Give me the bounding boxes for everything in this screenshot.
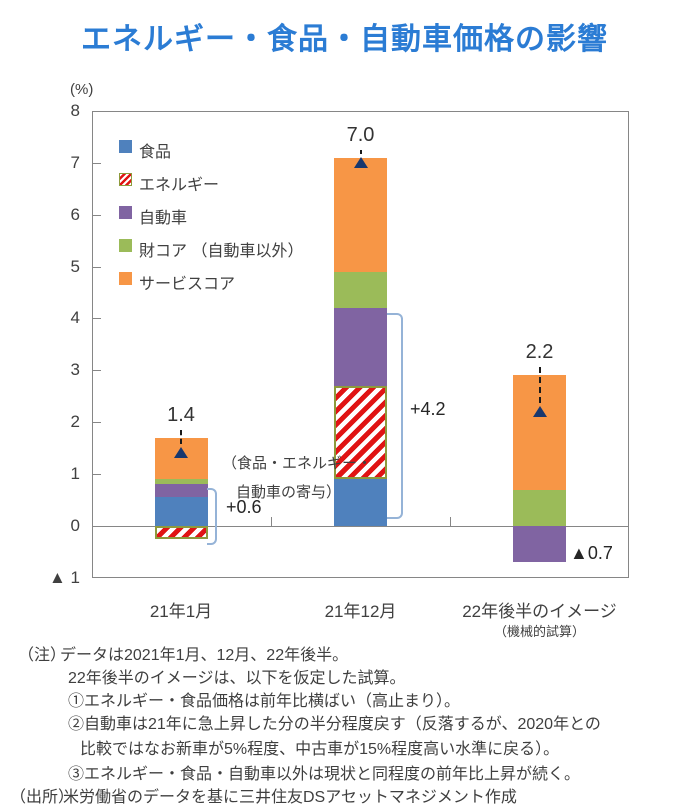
x-axis-label: 22年後半のイメージ <box>462 602 617 621</box>
bar-segment-goods_core <box>154 479 208 485</box>
y-axis-tick <box>92 474 101 476</box>
total-marker-triangle-icon <box>353 156 368 168</box>
note-line: 22年後半のイメージは、以下を仮定した試算。 <box>68 670 406 687</box>
total-marker-triangle-icon <box>532 405 547 417</box>
legend-item: 財コア （自動車以外） <box>119 237 349 260</box>
bar-segment-food <box>334 479 387 526</box>
y-axis-tick <box>92 266 101 268</box>
zero-gridline <box>92 526 629 527</box>
annotation-contribution-line1: （食品・エネルギー・ <box>222 455 373 472</box>
legend-item: 自動車 <box>119 204 349 227</box>
bar-segment-auto <box>154 484 208 498</box>
legend-swatch-auto <box>119 206 132 219</box>
y-axis-tick <box>92 162 101 164</box>
total-value-label: 7.0 <box>346 123 375 146</box>
legend-item: 食品 <box>119 138 349 161</box>
y-axis-tick-label: 0 <box>70 516 80 535</box>
total-value-label: 2.2 <box>525 341 554 364</box>
y-axis-tick-label: 1 <box>70 464 80 484</box>
y-axis-tick <box>92 214 101 216</box>
y-axis-tick-label: 3 <box>70 360 80 380</box>
y-axis-tick <box>92 422 101 424</box>
note-line: ①エネルギー・食品価格は前年比横ばい（高止まり）。 <box>68 693 461 710</box>
y-axis-tick-label: 7 <box>70 152 80 172</box>
y-axis-tick-label: 6 <box>70 204 80 224</box>
bar-segment-energy <box>334 385 387 480</box>
x-axis-label: 21年12月 <box>324 602 397 621</box>
legend-label: 財コア （自動車以外） <box>139 243 304 260</box>
note-label: （注） <box>18 647 67 664</box>
legend-label: エネルギー <box>139 177 220 194</box>
bar-segment-goods_core <box>513 489 566 526</box>
contribution-bracket-bar1 <box>207 488 217 545</box>
note-line: 比較ではなお新車が5%程度、中古車が15%程度高い水準に戻る）。 <box>80 741 560 758</box>
x-axis-tick <box>271 517 272 526</box>
legend-swatch-services_core <box>119 272 132 285</box>
total-value-label: 1.4 <box>167 403 195 426</box>
total-marker-triangle-icon <box>174 447 188 459</box>
y-axis-tick-label: 4 <box>70 308 80 328</box>
chart-title: エネルギー・食品・自動車価格の影響 <box>81 23 608 56</box>
x-axis-sublabel: （機械的試算） <box>493 624 586 639</box>
bar-segment-goods_core <box>334 271 387 309</box>
y-axis-tick-label: 8 <box>70 100 80 120</box>
annotation-contribution-line2: 自動車の寄与） <box>236 484 342 501</box>
y-axis-tick-label: 5 <box>70 256 80 276</box>
note-label: （出所） <box>10 789 75 806</box>
legend-item: サービスコア <box>119 270 349 293</box>
bar-segment-auto <box>334 308 387 386</box>
bar-segment-energy <box>154 526 208 539</box>
total-leader-line <box>538 367 541 403</box>
y-axis-unit-label: (%) <box>70 81 94 98</box>
annotation-contribution-value: +0.6 <box>226 497 262 517</box>
source-line: 米労働省のデータを基に三井住友DSアセットマネジメント作成 <box>63 789 517 806</box>
bar-segment-auto <box>513 526 566 563</box>
legend-swatch-goods_core <box>119 239 132 252</box>
legend-item: エネルギー <box>119 171 349 194</box>
y-axis-tick-label: ▲ 1 <box>48 567 80 587</box>
x-axis-tick <box>450 517 451 526</box>
y-axis-tick <box>92 318 101 320</box>
legend-label: 食品 <box>139 144 172 161</box>
legend-label: サービスコア <box>139 276 236 293</box>
legend-swatch-food <box>119 140 132 153</box>
annotation-bar2-value: +4.2 <box>410 399 446 419</box>
bar-segment-services_core <box>334 157 387 272</box>
total-leader-line <box>359 149 362 154</box>
y-axis-tick-label: 2 <box>70 412 80 432</box>
note-line: データは2021年1月、12月、22年後半。 <box>60 647 349 664</box>
bar-segment-food <box>154 497 208 526</box>
legend-label: 自動車 <box>139 210 188 227</box>
bar-segment-services_core <box>154 437 208 480</box>
legend-swatch-energy <box>119 173 132 186</box>
annotation-bar3-auto-value: ▲0.7 <box>570 543 613 563</box>
total-leader-line <box>180 429 182 445</box>
x-axis-label: 21年1月 <box>149 602 213 621</box>
note-line: ②自動車は21年に急上昇した分の半分程度戻す（反落するが、2020年との <box>68 716 601 733</box>
y-axis-tick <box>92 370 101 372</box>
contribution-bracket-bar2 <box>387 313 403 519</box>
note-line: ③エネルギー・食品・自動車以外は現状と同程度の前年比上昇が続く。 <box>68 766 581 783</box>
